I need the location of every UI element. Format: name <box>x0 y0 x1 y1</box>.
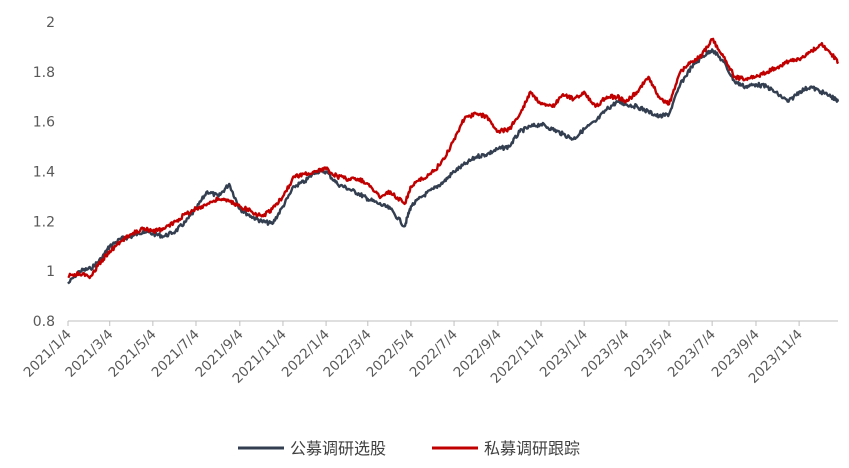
legend-label-2: 私募调研跟踪 <box>484 439 580 458</box>
y-tick-label: 1 <box>46 264 55 280</box>
y-tick-label: 1.4 <box>33 165 55 181</box>
y-tick-label: 1.8 <box>33 65 55 81</box>
x-axis <box>67 320 838 326</box>
y-tick-label: 0.8 <box>33 314 55 330</box>
legend-label-1: 公募调研选股 <box>290 439 386 458</box>
series-line-1 <box>67 48 840 285</box>
legend: 公募调研选股 私募调研跟踪 <box>238 439 580 458</box>
y-tick-label: 1.6 <box>33 115 55 131</box>
series-line-2 <box>67 37 840 280</box>
series-lines <box>67 37 840 285</box>
x-axis-tick-labels: 2021/1/42021/3/42021/5/42021/7/42021/9/4… <box>21 327 806 387</box>
y-tick-label: 1.2 <box>33 214 55 230</box>
y-axis-ticks: 0.8 1 1.2 1.4 1.6 1.8 2 <box>33 15 55 330</box>
y-tick-label: 2 <box>46 15 55 31</box>
